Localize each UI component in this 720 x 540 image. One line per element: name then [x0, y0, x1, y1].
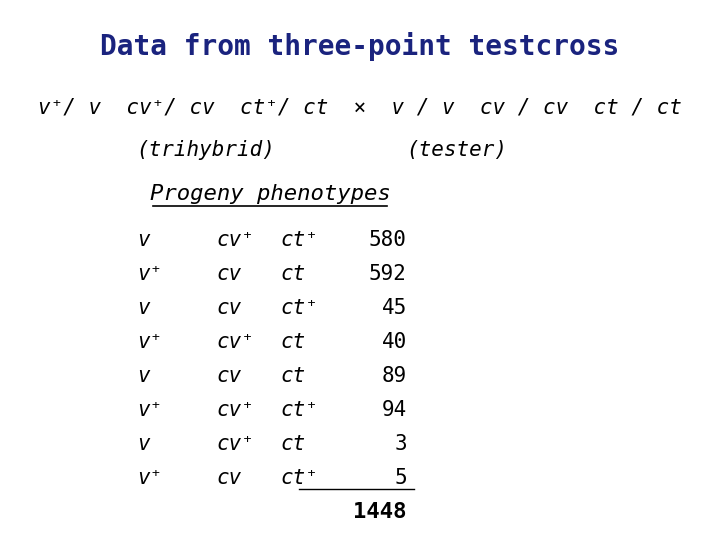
Text: ct: ct — [281, 434, 306, 454]
Text: 5: 5 — [394, 468, 407, 488]
Text: 40: 40 — [382, 332, 407, 352]
Text: v⁺: v⁺ — [137, 264, 162, 284]
Text: v⁺/ v  cv⁺/ cv  ct⁺/ ct  ×  v / v  cv / cv  ct / ct: v⁺/ v cv⁺/ cv ct⁺/ ct × v / v cv / cv ct… — [38, 97, 682, 117]
Text: 89: 89 — [382, 366, 407, 386]
Text: ct: ct — [281, 264, 306, 284]
Text: ct⁺: ct⁺ — [281, 468, 319, 488]
Text: 1448: 1448 — [354, 502, 407, 522]
Text: cv: cv — [216, 468, 241, 488]
Text: cv⁺: cv⁺ — [216, 230, 254, 249]
Text: 45: 45 — [382, 298, 407, 318]
Text: 94: 94 — [382, 400, 407, 420]
Text: ct⁺: ct⁺ — [281, 400, 319, 420]
Text: cv⁺: cv⁺ — [216, 434, 254, 454]
Text: ct: ct — [281, 366, 306, 386]
Text: Progeny phenotypes: Progeny phenotypes — [150, 184, 390, 204]
Text: v⁺: v⁺ — [137, 332, 162, 352]
Text: ct⁺: ct⁺ — [281, 298, 319, 318]
Text: cv⁺: cv⁺ — [216, 400, 254, 420]
Text: v⁺: v⁺ — [137, 400, 162, 420]
Text: v: v — [137, 298, 150, 318]
Text: Data from three-point testcross: Data from three-point testcross — [100, 32, 620, 62]
Text: cv: cv — [216, 264, 241, 284]
Text: ct: ct — [281, 332, 306, 352]
Text: ct⁺: ct⁺ — [281, 230, 319, 249]
Text: 592: 592 — [369, 264, 407, 284]
Text: cv⁺: cv⁺ — [216, 332, 254, 352]
Text: v: v — [137, 434, 150, 454]
Text: v⁺: v⁺ — [137, 468, 162, 488]
Text: (trihybrid): (trihybrid) — [136, 140, 274, 160]
Text: 580: 580 — [369, 230, 407, 249]
Text: 3: 3 — [394, 434, 407, 454]
Text: v: v — [137, 230, 150, 249]
Text: v: v — [137, 366, 150, 386]
Text: cv: cv — [216, 366, 241, 386]
Text: (tester): (tester) — [407, 140, 508, 160]
Text: cv: cv — [216, 298, 241, 318]
